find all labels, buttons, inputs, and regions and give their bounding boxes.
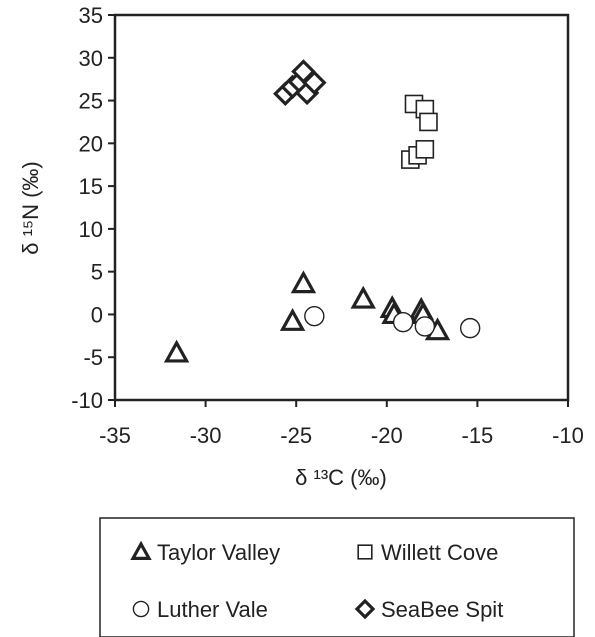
legend-label: SeaBee Spit [381,597,503,622]
y-tick-label: 5 [91,260,103,285]
data-points [163,59,481,363]
legend-circle-icon [132,600,150,618]
plot-area [113,13,570,402]
legend-box [99,517,575,637]
y-tick-label: 30 [79,46,103,71]
x-tick-label: -20 [371,423,403,448]
x-tick-label: -35 [99,423,131,448]
legend-triangle-icon [130,540,152,561]
legend: Taylor Valley Willett Cove Luther Vale SeaB… [99,517,575,637]
legend-label: Luther Vale [157,597,268,622]
y-axis: -10 -5 0 5 10 15 20 25 30 35 [71,3,115,413]
y-tick-label: -5 [83,345,103,370]
circle-point [459,317,481,339]
triangle-point [290,270,317,294]
square-point [419,112,438,132]
x-tick-label: -15 [462,423,494,448]
x-tick-label: -25 [280,423,312,448]
circle-point [414,316,436,337]
y-tick-label: 25 [79,89,103,114]
x-tick-label: -30 [190,423,222,448]
legend-square-icon [357,544,373,560]
x-axis-title: δ ¹³C (‰) [295,465,387,490]
circle-point [304,305,325,327]
y-tick-label: 0 [91,302,103,327]
x-axis: -35 -30 -25 -20 -15 -10 [99,400,584,448]
y-tick-label: 10 [79,217,103,242]
y-tick-label: -10 [71,388,103,413]
square-point [415,140,435,159]
legend-label: Taylor Valley [157,540,280,565]
x-tick-label: -10 [552,423,584,448]
triangle-point [163,339,190,363]
triangle-point [350,285,376,309]
y-tick-label: 15 [79,174,103,199]
y-tick-label: 20 [79,131,103,156]
diamond-point [302,70,327,95]
y-tick-label: 35 [79,3,103,28]
y-axis-title: δ ¹⁵N (‰) [18,161,43,254]
legend-label: Willett Cove [381,540,498,565]
circle-point [392,311,414,333]
triangle-point [279,307,306,331]
legend-diamond-icon [354,598,376,620]
